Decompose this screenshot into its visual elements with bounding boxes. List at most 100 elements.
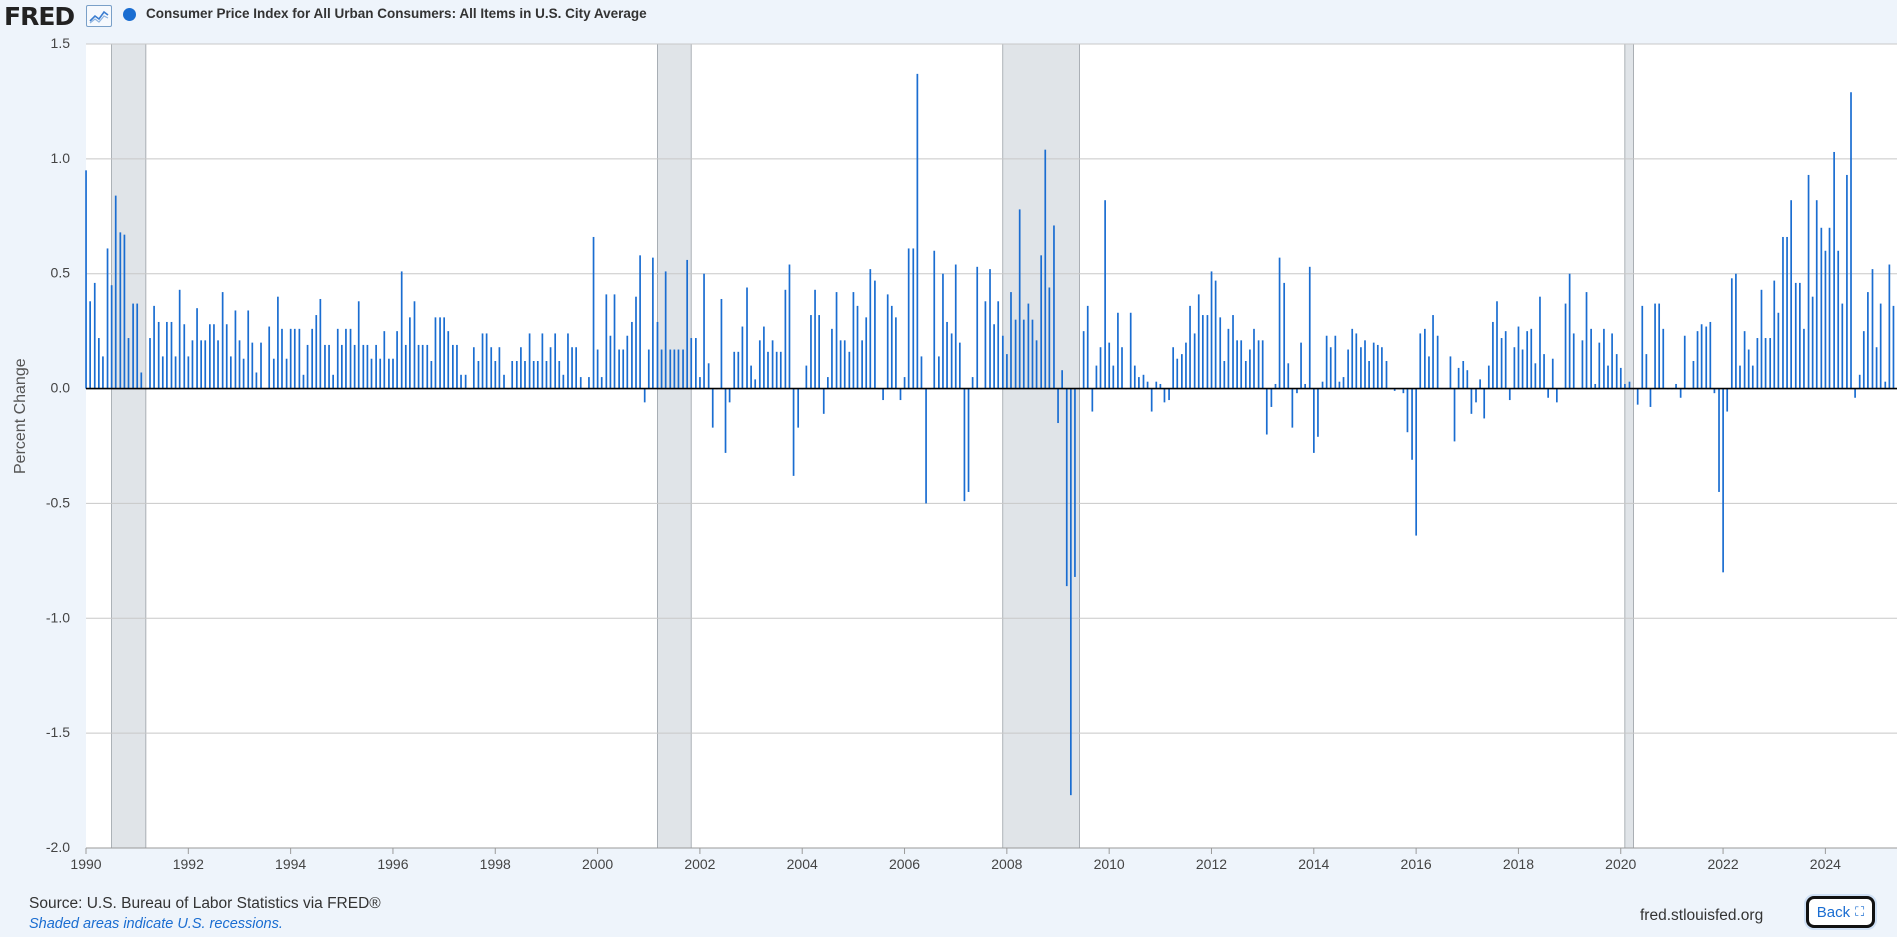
data-bar [1193,333,1196,389]
data-bar [370,358,373,389]
data-bar [1824,250,1827,389]
data-bar [652,257,654,389]
x-tick-label: 2014 [1298,856,1329,872]
site-url[interactable]: fred.stlouisfed.org [1640,907,1764,924]
data-bar [682,349,684,389]
data-bar [1121,347,1123,389]
fred-logo[interactable]: FRED [4,2,75,31]
data-bar [209,324,211,389]
data-bar [357,301,360,389]
data-bar [899,388,902,401]
data-bar [831,328,833,389]
data-bar [345,328,347,389]
data-bar [404,344,407,389]
data-bar [1146,381,1149,389]
x-tick-label: 1992 [173,856,204,872]
data-bar [613,294,616,389]
data-bar [447,331,450,389]
data-bar [1739,365,1741,389]
data-bar [1457,367,1460,389]
data-bar [1598,342,1601,389]
data-bar [1372,342,1375,389]
data-bar [1828,227,1831,389]
data-bar [1508,388,1511,401]
data-bar [839,340,842,389]
data-bar [571,347,573,389]
data-bar [1705,326,1708,389]
data-bar [1850,92,1852,389]
data-bar [746,287,748,389]
data-bar [409,317,411,389]
data-bar [1846,174,1848,389]
recession-band [111,43,147,849]
data-bar [1168,388,1170,401]
x-tick-label: 2024 [1810,856,1841,872]
data-bar [1040,255,1043,389]
data-bar [1219,317,1222,389]
data-bar [1155,381,1158,389]
data-bar [1594,383,1597,389]
data-bar [711,388,714,428]
data-bar [758,340,761,389]
data-bar [886,294,889,389]
data-bar [366,344,369,389]
y-axis-label: Percent Change [12,358,29,474]
recession-band [1002,43,1080,849]
data-bar [289,328,292,389]
data-bar [1214,280,1217,389]
data-bar [119,232,122,389]
data-bar [1654,303,1656,389]
data-bar [268,326,271,389]
data-bar [1803,328,1805,389]
data-bar [1317,388,1319,437]
data-bar [771,340,774,389]
data-bar [515,361,518,389]
data-bar [1764,338,1767,389]
data-bar [805,365,808,389]
data-bar [1496,301,1498,389]
data-bar [132,303,134,389]
data-bar [229,356,232,389]
data-bar [166,321,168,389]
data-bar [1082,331,1085,389]
y-tick-label: -2.0 [46,839,70,855]
data-bar [596,349,599,389]
data-bar [1530,328,1533,389]
data-bar [1615,354,1618,389]
data-bar [1662,328,1665,389]
data-bar [1291,388,1294,428]
x-tick-label: 1996 [377,856,408,872]
data-bar [375,344,377,389]
data-bar [925,388,927,504]
data-bar [1555,388,1558,403]
data-bar [481,333,484,389]
data-bar [426,344,429,389]
data-bar [340,344,343,389]
data-bar [1786,236,1788,389]
data-bar [1726,388,1729,412]
data-bar [174,356,177,389]
data-bar [984,301,987,389]
data-bar [1027,303,1030,389]
data-bar [1360,347,1362,389]
data-bar [1500,338,1503,389]
data-bar [1095,365,1098,389]
data-bar [221,292,224,389]
data-bar [784,289,787,389]
line-graph-icon[interactable] [86,5,112,27]
data-bar [1539,296,1541,389]
data-bar [562,374,565,389]
data-bar [362,344,365,389]
back-button[interactable]: Back ⛶ [1806,896,1875,928]
data-bar [720,298,723,389]
data-bar [856,305,859,389]
data-bar [920,356,923,389]
data-bar [558,361,561,389]
data-bar [477,361,480,389]
data-bar [588,377,590,389]
data-bar [818,315,820,389]
data-bar [1658,303,1661,389]
data-bar [1325,335,1328,389]
data-bar [1172,347,1175,389]
data-bar [336,328,339,389]
